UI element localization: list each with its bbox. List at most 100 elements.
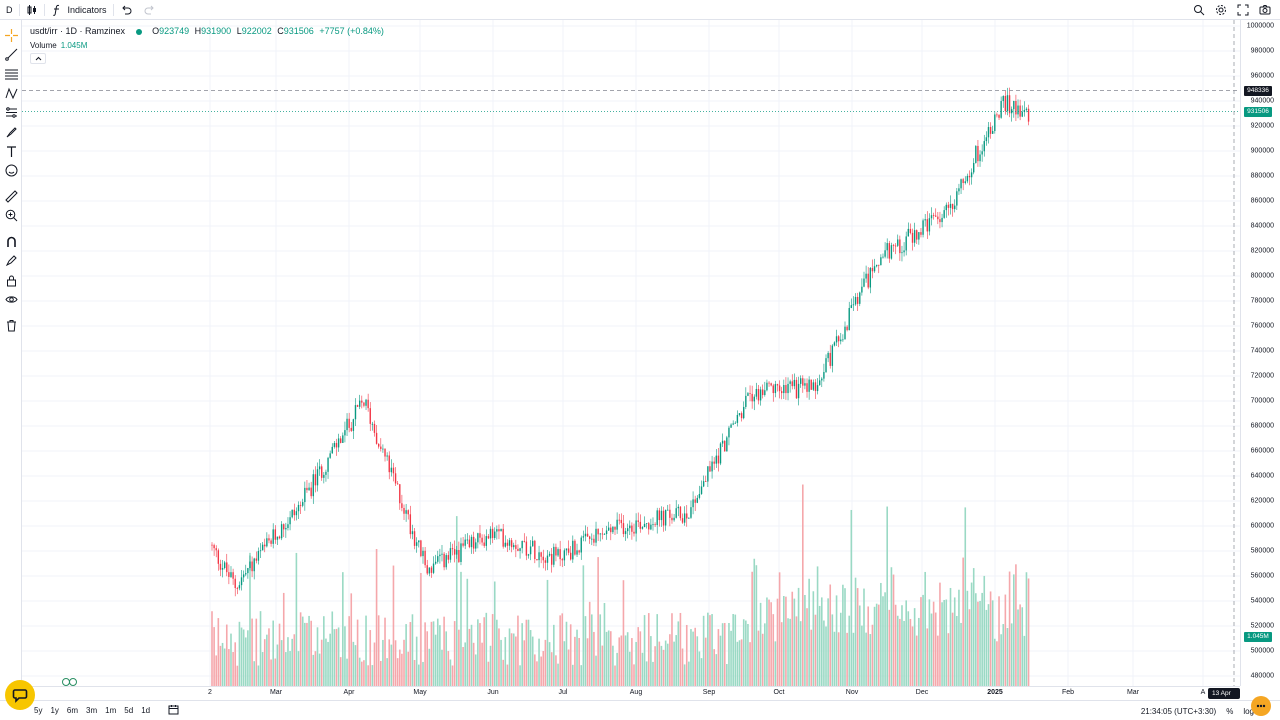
volume-bar bbox=[894, 604, 897, 686]
range-5y[interactable]: 5y bbox=[34, 706, 43, 715]
tradingview-logo-icon[interactable] bbox=[62, 677, 78, 690]
volume-bar bbox=[487, 661, 490, 686]
range-3m[interactable]: 3m bbox=[86, 706, 98, 715]
volume-bar bbox=[293, 634, 296, 686]
volume-bar bbox=[875, 603, 878, 686]
candle-body bbox=[310, 487, 312, 497]
volume-bar bbox=[787, 618, 789, 686]
volume-bar bbox=[455, 516, 458, 686]
range-6m[interactable]: 6m bbox=[66, 706, 79, 715]
volume-bar bbox=[612, 645, 614, 686]
volume-bar bbox=[504, 637, 507, 686]
floating-action-button[interactable] bbox=[1251, 696, 1271, 716]
candle-body bbox=[901, 252, 903, 254]
price-chart[interactable] bbox=[22, 20, 1240, 686]
text-tool[interactable] bbox=[2, 143, 20, 159]
candle-body bbox=[485, 536, 487, 546]
lock-tool[interactable] bbox=[2, 272, 20, 288]
symbol-search-button[interactable]: D bbox=[0, 0, 19, 20]
go-to-date-button[interactable] bbox=[164, 704, 183, 717]
collapse-legend-button[interactable] bbox=[30, 53, 46, 64]
volume-bar bbox=[506, 664, 509, 686]
volume-bar bbox=[694, 627, 696, 686]
candle-body bbox=[618, 519, 620, 521]
volume-bar bbox=[398, 649, 401, 686]
magnet-tool[interactable] bbox=[2, 233, 20, 249]
range-1y[interactable]: 1y bbox=[50, 706, 59, 715]
percent-toggle[interactable]: % bbox=[1226, 706, 1234, 716]
support-chat-button[interactable] bbox=[5, 680, 35, 710]
volume-bar bbox=[628, 651, 631, 686]
volume-bar bbox=[924, 571, 926, 686]
candle-body bbox=[576, 550, 578, 555]
volume-bar bbox=[1008, 571, 1011, 686]
drawing-mode-tool[interactable] bbox=[2, 252, 20, 268]
candle-body bbox=[730, 424, 732, 428]
zoom-tool[interactable] bbox=[2, 207, 20, 223]
range-5d[interactable]: 5d bbox=[124, 706, 134, 715]
visibility-tool[interactable] bbox=[2, 291, 20, 307]
snapshot-button[interactable] bbox=[1254, 0, 1276, 20]
pattern-tool[interactable] bbox=[2, 85, 20, 101]
fullscreen-button[interactable] bbox=[1232, 0, 1254, 20]
volume-bar bbox=[1017, 609, 1019, 686]
candle-body bbox=[871, 267, 874, 272]
redo-button[interactable] bbox=[138, 0, 162, 20]
brush-tool[interactable] bbox=[2, 124, 20, 140]
candle-body bbox=[401, 503, 403, 508]
volume-bar bbox=[464, 642, 466, 686]
log-toggle[interactable]: log bbox=[1243, 706, 1254, 716]
volume-bar bbox=[907, 611, 910, 686]
volume-bar bbox=[481, 642, 483, 686]
chart-type-button[interactable] bbox=[20, 0, 44, 20]
emoji-tool[interactable] bbox=[2, 162, 20, 178]
candle-body bbox=[932, 215, 935, 216]
candle-body bbox=[989, 127, 992, 134]
candle-body bbox=[268, 538, 270, 541]
trend-line-tool[interactable] bbox=[2, 46, 20, 62]
volume-bar bbox=[635, 641, 637, 686]
volume-bar bbox=[751, 571, 753, 686]
candle-body bbox=[1015, 100, 1017, 115]
volume-bar bbox=[962, 557, 964, 686]
remove-drawings-tool[interactable] bbox=[2, 317, 20, 333]
range-1d[interactable]: 1d bbox=[141, 706, 151, 715]
candle-body bbox=[806, 383, 808, 392]
crosshair-tool[interactable] bbox=[2, 27, 20, 43]
price-scale[interactable]: 1000000 980000 960000 940000 920000 900000 880… bbox=[1240, 20, 1280, 686]
undo-button[interactable] bbox=[114, 0, 138, 20]
change-value: +7757 (+0.84%) bbox=[319, 26, 384, 36]
volume-bar bbox=[591, 614, 593, 686]
indicators-button[interactable]: Indicators bbox=[45, 0, 113, 20]
volume-bar bbox=[365, 615, 367, 686]
chart-pane[interactable]: usdt/irr · 1D · Ramzinex O923749 H931900… bbox=[22, 20, 1240, 686]
volume-bar bbox=[382, 639, 384, 686]
candle-body bbox=[635, 520, 637, 534]
volume-bar bbox=[415, 636, 418, 686]
time-tick-label: Mar bbox=[1126, 689, 1140, 696]
forecast-tool[interactable] bbox=[2, 104, 20, 120]
candle-body bbox=[333, 442, 336, 447]
fib-tool[interactable] bbox=[2, 66, 20, 82]
time-scale[interactable]: A Mar Feb 2025 Dec Nov Oct Sep Aug Jul Jun May Apr Ma… bbox=[22, 686, 1240, 708]
symbol-title[interactable]: usdt/irr · 1D · Ramzinex bbox=[30, 26, 126, 36]
open-value: 923749 bbox=[159, 26, 190, 36]
volume-bar bbox=[732, 614, 734, 686]
volume-bar bbox=[871, 624, 874, 686]
volume-bar bbox=[441, 649, 443, 686]
time-tick-label: Mar bbox=[269, 689, 283, 696]
candle-body bbox=[487, 536, 490, 539]
timezone-clock[interactable]: 21:34:05 (UTC+3:30) bbox=[1140, 706, 1217, 716]
volume-label[interactable]: Volume bbox=[30, 41, 57, 50]
quick-search-button[interactable] bbox=[1188, 0, 1210, 20]
candle-body bbox=[390, 467, 393, 473]
candle-body bbox=[821, 378, 823, 381]
calendar-icon bbox=[168, 705, 179, 715]
range-1m[interactable]: 1m bbox=[105, 706, 117, 715]
measure-tool[interactable] bbox=[2, 188, 20, 204]
volume-bar bbox=[776, 598, 779, 686]
candle-body bbox=[551, 553, 553, 565]
volume-bar bbox=[597, 557, 599, 686]
volume-bar bbox=[770, 602, 772, 686]
settings-button[interactable] bbox=[1210, 0, 1232, 20]
